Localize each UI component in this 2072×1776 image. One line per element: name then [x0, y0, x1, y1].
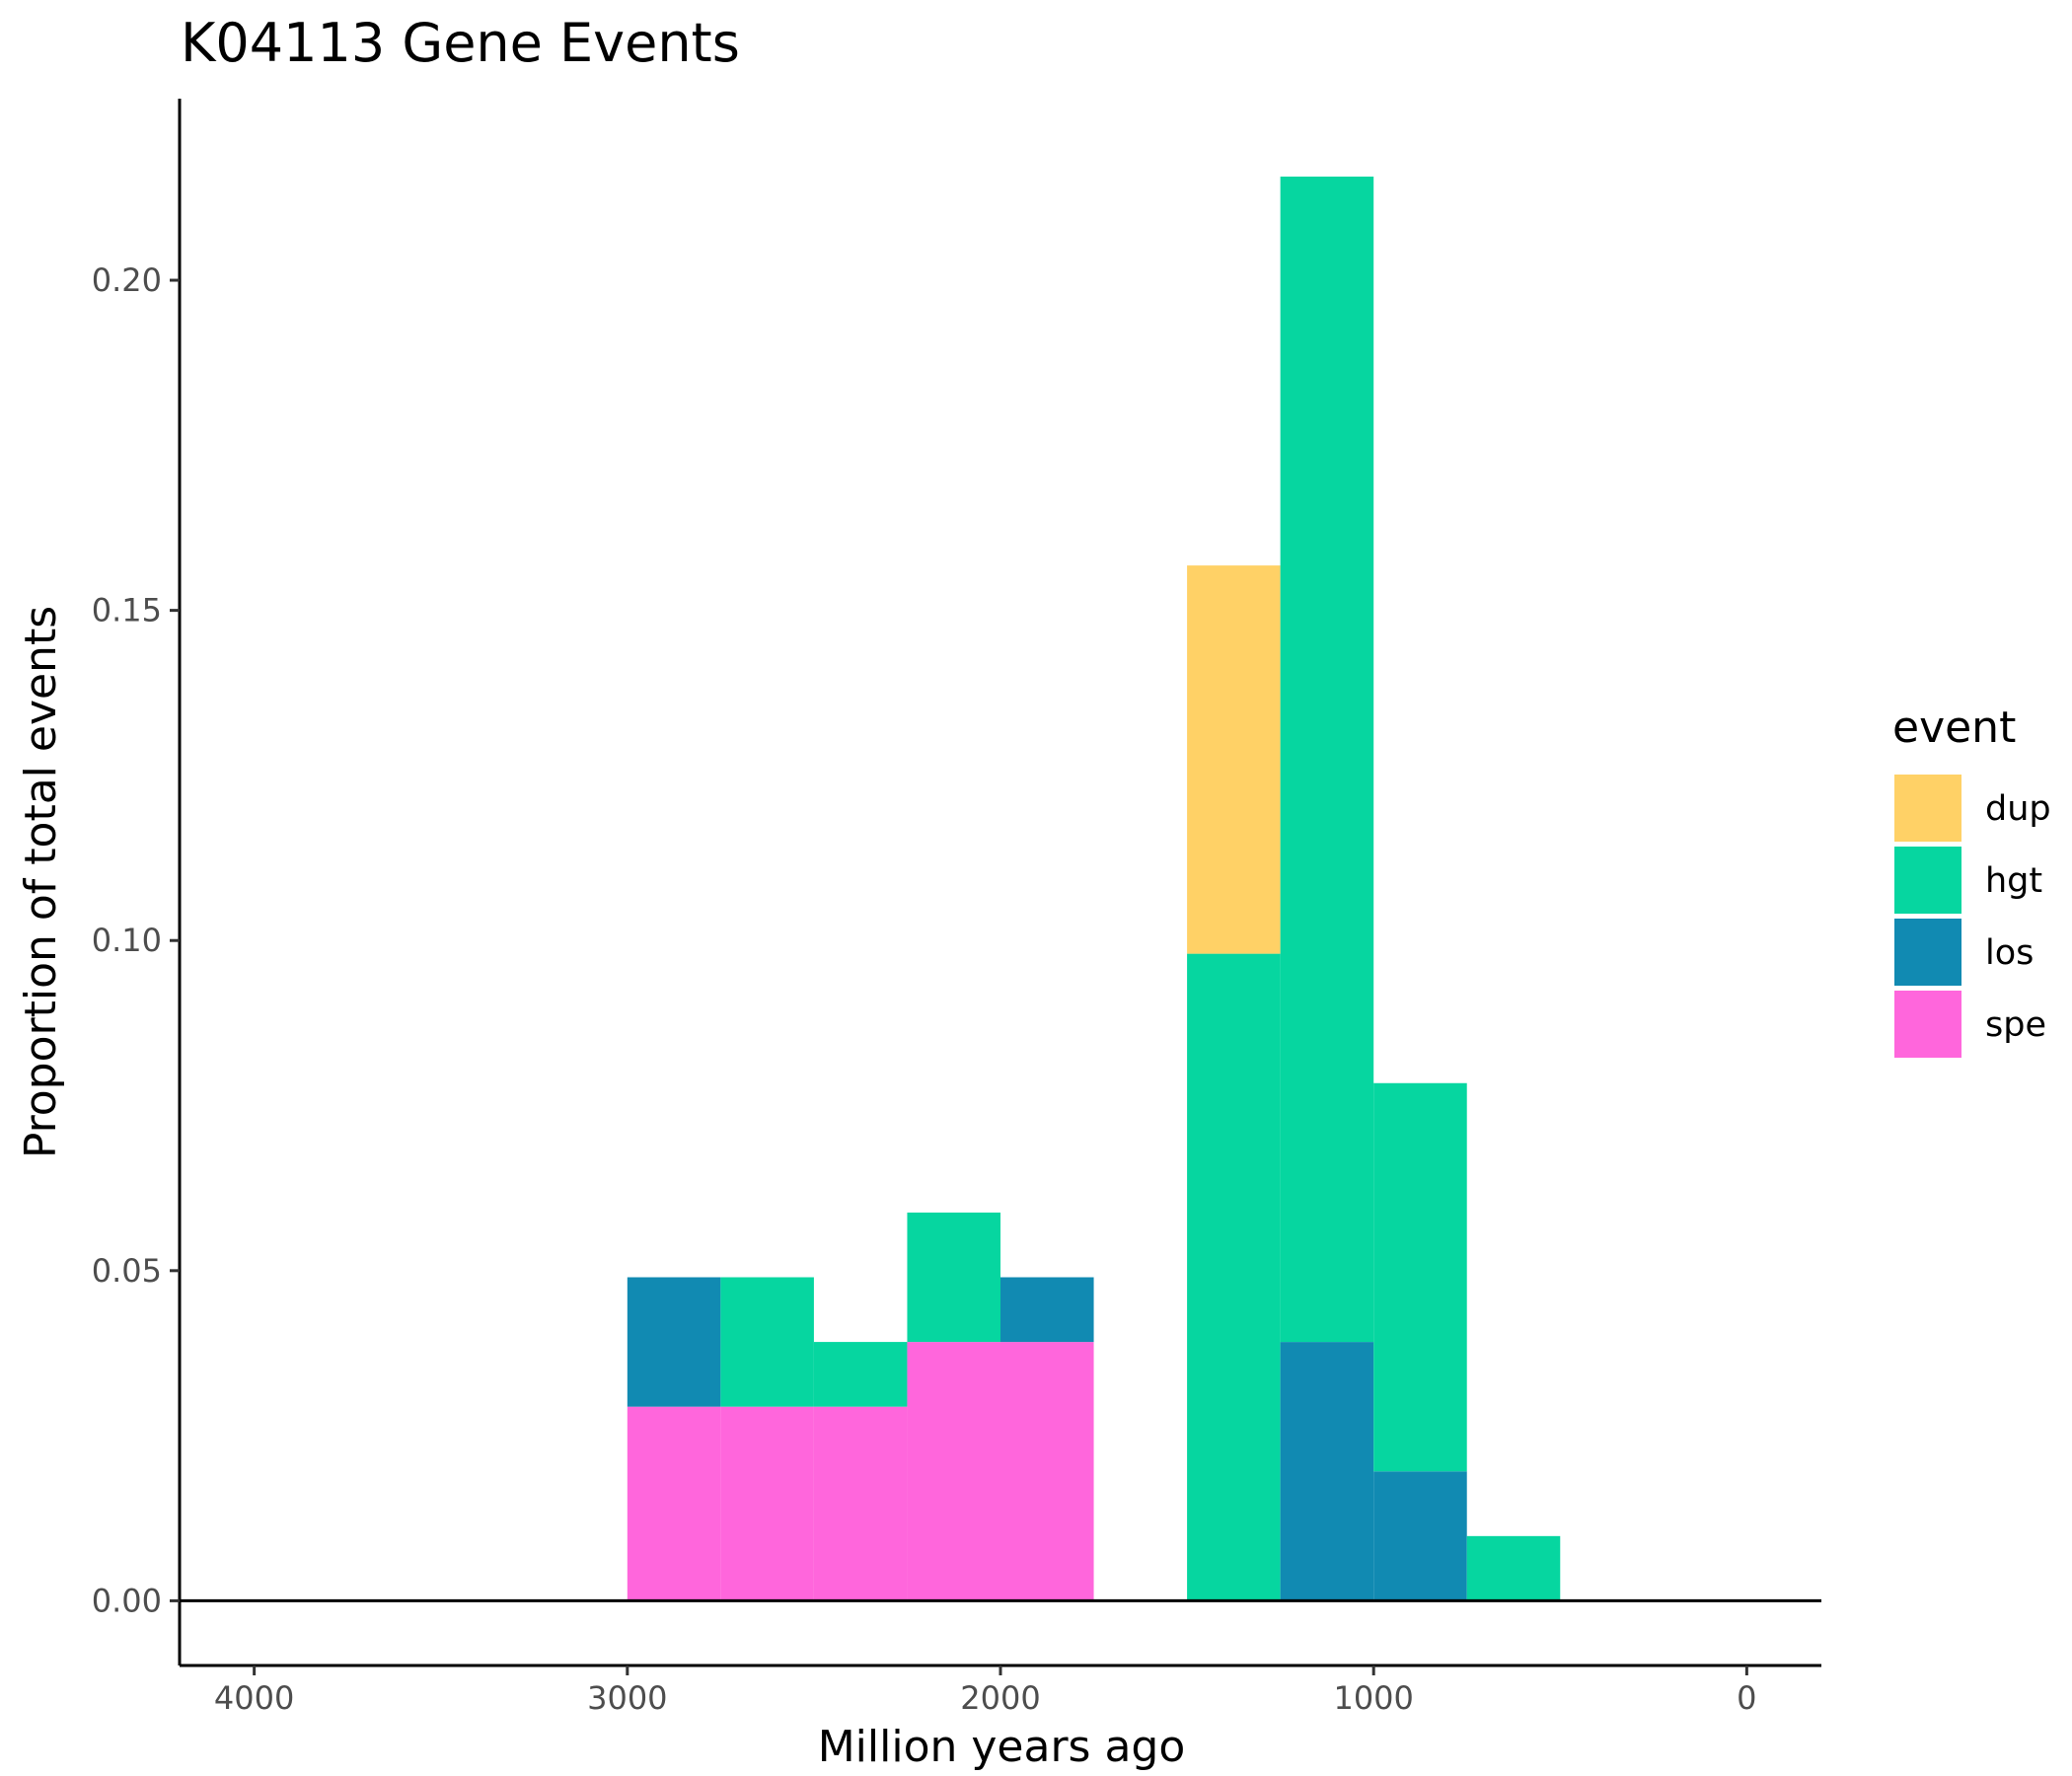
bar-hgt-bin-1: [720, 1277, 814, 1407]
legend-key-spe: [1894, 991, 1961, 1058]
y-tick-label: 0.00: [92, 1582, 162, 1619]
bar-hgt-bin-8: [1373, 1082, 1467, 1472]
axes-layer: 0.00 0.05 0.10 0.15 0.20 4000 3000 2000 1000 0: [92, 99, 1821, 1717]
bar-los-bin-8: [1373, 1471, 1467, 1601]
bar-spe-bin-1: [720, 1406, 814, 1601]
bar-hgt-bin-2: [813, 1342, 908, 1407]
bar-los-bin-0: [627, 1277, 721, 1407]
legend-label-hgt: hgt: [1985, 861, 2042, 901]
legend-label-dup: dup: [1985, 789, 2051, 829]
x-axis-title: Million years ago: [818, 1722, 1186, 1772]
bar-los-bin-7: [1280, 1342, 1374, 1601]
x-tick-label: 3000: [587, 1679, 667, 1717]
legend-label-spe: spe: [1985, 1005, 2046, 1045]
legend-key-los: [1894, 919, 1961, 986]
bar-los-bin-4: [1000, 1277, 1094, 1343]
bar-hgt-bin-3: [907, 1212, 1000, 1343]
bar-dup-bin-6: [1187, 565, 1281, 954]
bar-spe-bin-3: [907, 1342, 1000, 1601]
x-tick-label: 4000: [214, 1679, 294, 1717]
x-tick-label: 2000: [960, 1679, 1040, 1717]
bar-hgt-bin-9: [1466, 1535, 1561, 1601]
x-tick-label: 0: [1737, 1679, 1756, 1717]
legend-label-los: los: [1985, 933, 2034, 973]
y-tick-label: 0.05: [92, 1252, 162, 1290]
bar-spe-bin-0: [627, 1406, 721, 1601]
bar-spe-bin-2: [813, 1406, 908, 1601]
bars-layer: [627, 176, 1561, 1601]
legend-title: event: [1892, 703, 2016, 753]
y-tick-label: 0.15: [92, 592, 162, 629]
bar-hgt-bin-6: [1187, 953, 1281, 1601]
legend-key-hgt: [1894, 847, 1961, 914]
legend: event dup hgt los spe: [1892, 703, 2051, 1058]
legend-key-dup: [1894, 775, 1961, 842]
y-tick-label: 0.10: [92, 922, 162, 959]
y-tick-label: 0.20: [92, 261, 162, 299]
bar-spe-bin-4: [1000, 1342, 1094, 1601]
y-axis-title: Proportion of total events: [16, 606, 66, 1158]
chart-title: K04113 Gene Events: [181, 12, 740, 74]
bar-hgt-bin-7: [1280, 176, 1374, 1343]
x-tick-label: 1000: [1333, 1679, 1413, 1717]
